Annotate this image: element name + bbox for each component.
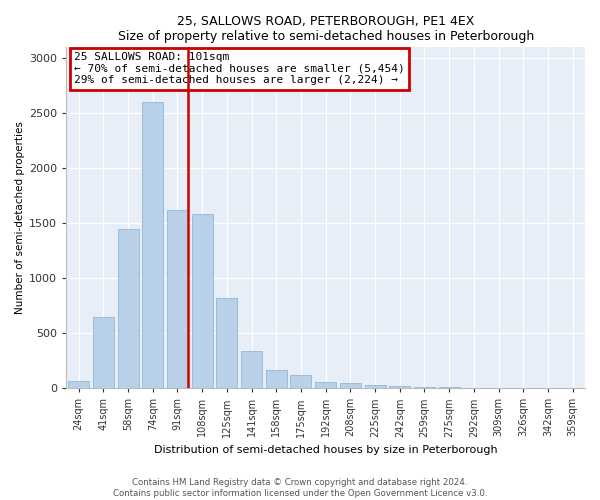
Text: 25 SALLOWS ROAD: 101sqm
← 70% of semi-detached houses are smaller (5,454)
29% of: 25 SALLOWS ROAD: 101sqm ← 70% of semi-de… bbox=[74, 52, 405, 86]
X-axis label: Distribution of semi-detached houses by size in Peterborough: Distribution of semi-detached houses by … bbox=[154, 445, 497, 455]
Title: 25, SALLOWS ROAD, PETERBOROUGH, PE1 4EX
Size of property relative to semi-detach: 25, SALLOWS ROAD, PETERBOROUGH, PE1 4EX … bbox=[118, 15, 534, 43]
Bar bbox=[93, 316, 114, 388]
Bar bbox=[68, 381, 89, 388]
Bar bbox=[167, 210, 188, 388]
Bar bbox=[142, 102, 163, 388]
Bar bbox=[266, 370, 287, 388]
Bar bbox=[414, 387, 435, 388]
Bar bbox=[217, 298, 238, 388]
Bar bbox=[191, 214, 212, 388]
Text: Contains HM Land Registry data © Crown copyright and database right 2024.
Contai: Contains HM Land Registry data © Crown c… bbox=[113, 478, 487, 498]
Y-axis label: Number of semi-detached properties: Number of semi-detached properties bbox=[15, 121, 25, 314]
Bar bbox=[290, 376, 311, 388]
Bar bbox=[315, 382, 336, 388]
Bar bbox=[241, 350, 262, 388]
Bar bbox=[389, 386, 410, 388]
Bar bbox=[340, 383, 361, 388]
Bar bbox=[365, 385, 386, 388]
Bar bbox=[118, 228, 139, 388]
